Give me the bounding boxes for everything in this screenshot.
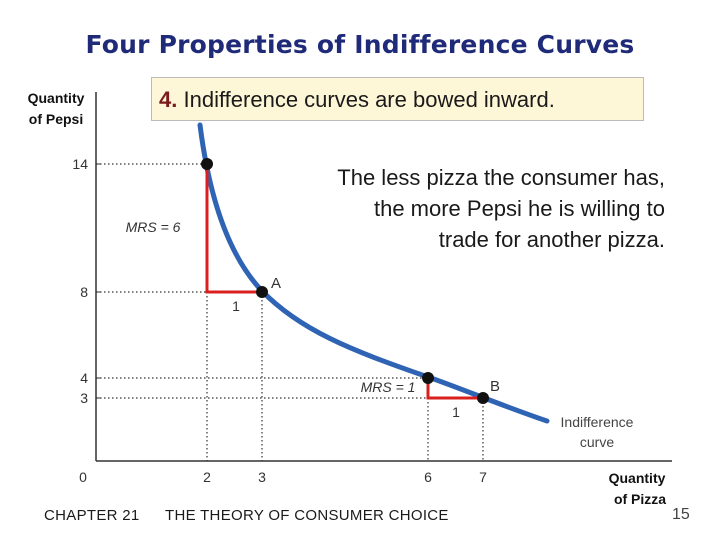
step-label-second: 1 (452, 404, 460, 420)
curve-label-line1: Indifference (561, 414, 634, 430)
x-tick-label-6: 6 (424, 469, 432, 485)
point-label-b: B (490, 378, 500, 395)
slide-title: Four Properties of Indifference Curves (85, 30, 635, 59)
callout-number: 4. (159, 87, 178, 112)
explanation-line-1: The less pizza the consumer has, (337, 165, 665, 190)
y-tick-label-3: 3 (80, 390, 88, 406)
explanation-text: The less pizza the consumer has, the mor… (337, 162, 665, 255)
indifference-curve (197, 122, 550, 424)
step-label-first: 1 (232, 298, 240, 314)
mrs-step-second (426, 378, 483, 400)
x-axis-label-line1: Quantity (609, 470, 666, 486)
x-tick-label-3: 3 (258, 469, 266, 485)
page-number: 15 (672, 506, 690, 523)
mrs-label-first: MRS = 6 (126, 219, 181, 235)
y-tick-label-8: 8 (80, 284, 88, 300)
footer-title: THE THEORY OF CONSUMER CHOICE (165, 507, 449, 524)
callout-text: Indifference curves are bowed inward. (183, 87, 555, 112)
y-tick-label-14: 14 (72, 156, 88, 172)
footer-chapter: CHAPTER 21 (44, 507, 140, 524)
point-a (256, 286, 268, 298)
mrs-label-second: MRS = 1 (361, 379, 416, 395)
point-mid (422, 372, 434, 384)
y-tick-label-4: 4 (80, 370, 88, 386)
x-tick-label-0: 0 (79, 469, 87, 485)
y-axis-label-line2: of Pepsi (29, 111, 83, 127)
point-label-a: A (271, 275, 281, 292)
mrs-step-first (205, 164, 262, 294)
explanation-line-2: the more Pepsi he is willing to (373, 196, 665, 221)
point-top (201, 158, 213, 170)
x-tick-label-2: 2 (203, 469, 211, 485)
property-callout: 4. Indifference curves are bowed inward. (151, 77, 644, 121)
explanation-line-3: trade for another pizza. (438, 227, 665, 252)
x-tick-label-7: 7 (479, 469, 487, 485)
curve-label-line2: curve (580, 434, 614, 450)
point-b (477, 392, 489, 404)
y-axis-label-line1: Quantity (28, 90, 85, 106)
x-axis-label-line2: of Pizza (614, 491, 666, 507)
